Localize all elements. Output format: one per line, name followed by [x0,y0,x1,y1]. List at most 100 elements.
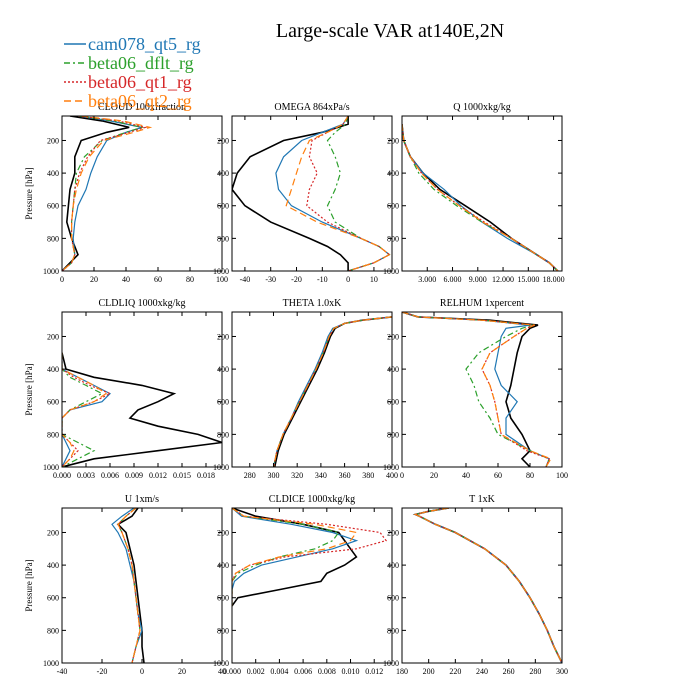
series-group [232,508,388,607]
x-tick-label: 60 [154,275,162,284]
series-line-0 [412,508,562,663]
y-axis-label: Pressure [hPa] [24,559,34,611]
y-tick-label: 400 [387,561,399,570]
y-tick-label: 600 [387,202,399,211]
series-line-0 [116,508,145,663]
y-tick-label: 600 [387,594,399,603]
series-line-4 [62,352,108,467]
series-line-4 [413,508,562,663]
y-tick-label: 400 [217,561,229,570]
panel-title: CLOUD 100xfraction [98,102,186,113]
x-tick-label: 6.000 [444,275,462,284]
plot-frame [61,115,223,272]
y-tick-label: 400 [217,169,229,178]
x-tick-label: 0.002 [247,667,265,676]
x-tick-label: 0.009 [125,471,143,480]
y-tick-label: 400 [387,169,399,178]
y-tick-label: 800 [47,234,59,243]
y-tick-label: 800 [217,234,229,243]
series-group [402,312,552,467]
x-tick-label: 320 [291,471,303,480]
panel-4: THETA 1.0xK 200 400 600 800 1000 280 300 320 340 3… [213,298,398,480]
x-tick-label: -40 [57,667,68,676]
series-group [111,508,145,663]
series-line-4 [117,508,141,663]
series-line-3 [402,124,559,271]
series-line-0 [62,116,130,271]
series-line-2 [402,124,559,271]
x-tick-label: 80 [526,471,534,480]
x-tick-label: 20 [430,471,438,480]
series-group [232,116,391,271]
x-tick-label: 200 [423,667,435,676]
y-tick-label: 1000 [213,463,229,472]
series-group [272,316,392,467]
legend-label: beta06_qt2_rg [88,91,192,111]
panel-2: Q 1000xkg/kg 200 400 600 800 1000 3.000 6.000 9.… [383,102,565,284]
x-tick-label: 0.015 [173,471,191,480]
y-tick-label: 1000 [43,659,59,668]
series-line-1 [413,508,562,663]
panel-title: RELHUM 1xpercent [440,298,524,309]
x-tick-label: 60 [494,471,502,480]
y-tick-label: 400 [47,561,59,570]
plot-frame [231,115,393,272]
y-tick-label: 800 [387,626,399,635]
x-tick-label: 220 [449,667,461,676]
y-tick-label: 600 [387,398,399,407]
panel-title: Q 1000xkg/kg [453,102,511,113]
series-line-3 [272,316,392,467]
x-tick-label: -40 [240,275,251,284]
plot-frame [401,311,563,468]
y-tick-label: 400 [217,365,229,374]
y-tick-label: 400 [387,365,399,374]
series-group [412,508,562,663]
x-tick-label: 80 [186,275,194,284]
y-axis-label: Pressure [hPa] [24,167,34,219]
x-tick-label: 100 [556,471,568,480]
series-line-3 [62,352,112,467]
series-line-4 [402,124,559,271]
panel-title: CLDICE 1000xkg/kg [269,494,355,505]
plot-frame [231,507,393,664]
y-tick-label: 600 [217,202,229,211]
x-tick-label: -30 [265,275,276,284]
x-tick-label: 0 [346,275,350,284]
x-tick-label: 260 [503,667,515,676]
x-tick-label: 0 [140,667,144,676]
series-line-2 [62,352,104,467]
x-tick-label: 0.012 [365,667,383,676]
x-tick-label: 0.006 [294,667,312,676]
x-tick-label: 40 [462,471,470,480]
series-line-2 [232,508,340,606]
series-line-0 [402,124,559,271]
y-tick-label: 200 [217,332,229,341]
y-tick-label: 600 [47,594,59,603]
y-tick-label: 800 [387,234,399,243]
y-tick-label: 200 [47,528,59,537]
legend-label: beta06_qt1_rg [88,72,192,92]
x-tick-label: 0.012 [149,471,167,480]
series-line-1 [232,508,359,606]
panel-title: T 1xK [469,494,495,505]
x-tick-label: 100 [216,275,228,284]
series-line-2 [272,316,392,467]
x-tick-label: 0.003 [77,471,95,480]
panel-title: U 1xm/s [125,494,159,505]
x-tick-label: 0.000 [223,667,241,676]
x-tick-label: 240 [476,667,488,676]
x-tick-label: 12.000 [492,275,514,284]
series-group [62,116,153,271]
y-tick-label: 600 [217,594,229,603]
x-tick-label: 40 [122,275,130,284]
series-line-3 [413,508,562,663]
y-tick-label: 200 [387,528,399,537]
y-tick-label: 1000 [383,659,399,668]
x-tick-label: -20 [97,667,108,676]
